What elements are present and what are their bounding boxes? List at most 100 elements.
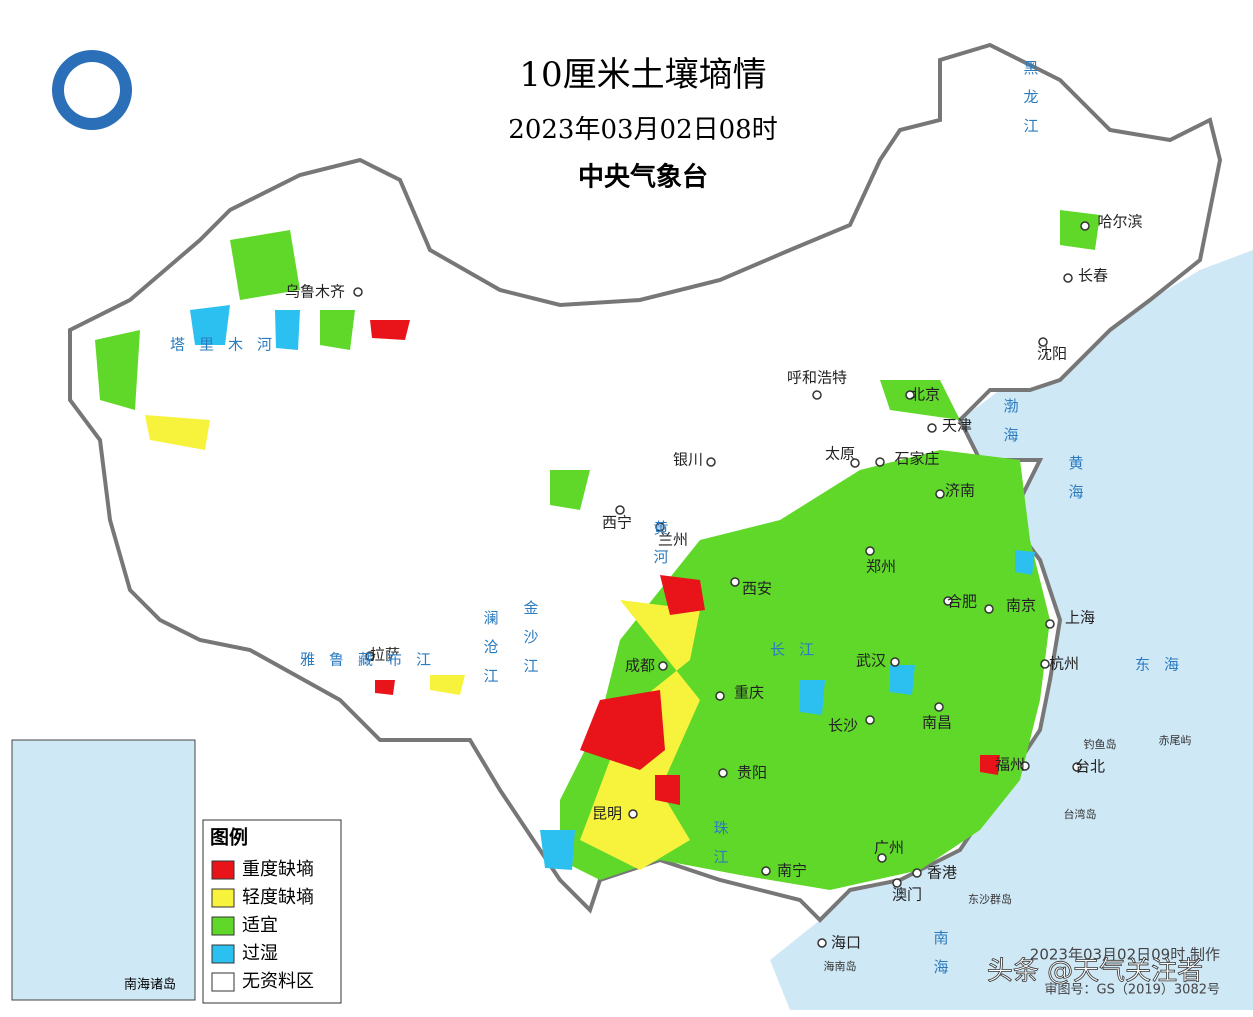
legend-title: 图例	[210, 826, 248, 849]
city-dot	[718, 768, 728, 778]
city-label: 香港	[927, 864, 957, 882]
water-label: 雅鲁藏布江	[300, 651, 445, 669]
city-label: 乌鲁木齐	[285, 283, 345, 301]
city-dot	[1020, 761, 1030, 771]
city-dot	[706, 457, 716, 467]
area-suitable	[560, 450, 1050, 890]
city-dot	[1038, 337, 1048, 347]
city-dot	[943, 596, 953, 606]
city-dot	[658, 661, 668, 671]
inset-label: 南海诸岛	[124, 977, 176, 993]
city-label: 南宁	[777, 862, 807, 880]
city-label: 哈尔滨	[1097, 213, 1142, 231]
city-dot	[365, 651, 375, 661]
city-dot	[1063, 273, 1073, 283]
city-label: 长沙	[828, 717, 858, 735]
island-label: 海南岛	[824, 959, 857, 973]
legend-swatch	[211, 860, 235, 880]
city-label: 武汉	[856, 652, 886, 670]
city-dot	[850, 458, 860, 468]
city-label: 天津	[942, 417, 972, 435]
legend-label: 过湿	[242, 943, 278, 964]
city-label: 杭州	[1049, 655, 1079, 673]
city-label: 上海	[1065, 609, 1095, 627]
city-label: 西宁	[602, 514, 632, 532]
island-label: 赤尾屿	[1159, 734, 1192, 747]
city-label: 拉萨	[370, 646, 400, 664]
agency: 中央气象台	[578, 162, 708, 193]
city-label: 南昌	[922, 714, 952, 732]
legend-label: 轻度缺墒	[242, 887, 314, 908]
island-label: 东沙群岛	[968, 892, 1012, 906]
city-label: 昆明	[592, 805, 622, 823]
city-label: 西安	[742, 580, 772, 598]
island-label: 钓鱼岛	[1084, 737, 1117, 751]
water-label: 黑龙江	[1022, 60, 1040, 147]
city-dot	[812, 390, 822, 400]
water-label: 黄河	[652, 520, 670, 578]
city-label: 石家庄	[894, 450, 939, 468]
city-label: 郑州	[866, 558, 896, 576]
city-label: 台北	[1075, 758, 1105, 776]
water-label: 长江	[770, 641, 828, 659]
city-label: 银川	[673, 451, 703, 469]
title: 10厘米土壤墒情	[519, 55, 766, 95]
legend-label: 适宜	[242, 915, 278, 936]
legend-swatch	[211, 888, 235, 908]
city-dot	[730, 577, 740, 587]
water-label: 澜沧江	[482, 610, 500, 697]
city-dot	[877, 853, 887, 863]
city-label: 澳门	[892, 886, 922, 904]
city-dot	[935, 489, 945, 499]
legend-label: 无资料区	[242, 971, 314, 992]
sea	[770, 250, 1253, 1010]
city-dot	[1072, 762, 1082, 772]
city-label: 北京	[910, 386, 940, 404]
city-label: 贵阳	[737, 764, 767, 782]
watermark: 头条 @天气关注者	[987, 957, 1203, 987]
inset-map	[11, 739, 196, 1001]
date: 2023年03月02日08时	[508, 115, 777, 145]
city-dot	[890, 657, 900, 667]
city-dot	[865, 546, 875, 556]
city-label: 兰州	[658, 531, 688, 549]
legend-swatch	[211, 944, 235, 964]
water-label: 金沙江	[522, 600, 540, 687]
water-label: 东海	[1135, 656, 1193, 674]
city-label: 长春	[1078, 267, 1108, 285]
legend-swatch	[211, 972, 235, 992]
city-dot	[615, 505, 625, 515]
city-dot	[761, 866, 771, 876]
city-dot	[655, 522, 665, 532]
city-dot	[817, 938, 827, 948]
city-label: 南京	[1006, 597, 1036, 615]
city-label: 广州	[874, 839, 904, 857]
city-dot	[912, 868, 922, 878]
city-dot	[875, 457, 885, 467]
city-label: 重庆	[734, 684, 764, 702]
logo-inner	[64, 62, 120, 118]
approval: 审图号：GS（2019）3082号	[1045, 983, 1221, 998]
city-label: 呼和浩特	[787, 369, 847, 387]
water-label: 塔里木河	[170, 336, 286, 354]
made-time: 2023年03月02日09时 制作	[1030, 946, 1220, 964]
legend	[202, 819, 342, 1004]
city-label: 济南	[945, 482, 975, 500]
city-dot	[353, 287, 363, 297]
city-dot	[1080, 221, 1090, 231]
water-label: 黄海	[1067, 455, 1085, 513]
city-dot	[1045, 619, 1055, 629]
city-dot	[927, 423, 937, 433]
city-dot	[1040, 659, 1050, 669]
area-slightly-dry	[145, 415, 700, 870]
city-dot	[984, 604, 994, 614]
city-label: 太原	[825, 445, 855, 463]
city-label: 海口	[831, 934, 861, 952]
city-label: 合肥	[947, 593, 977, 611]
water-label: 珠江	[712, 820, 730, 878]
water-label: 渤海	[1002, 398, 1020, 456]
